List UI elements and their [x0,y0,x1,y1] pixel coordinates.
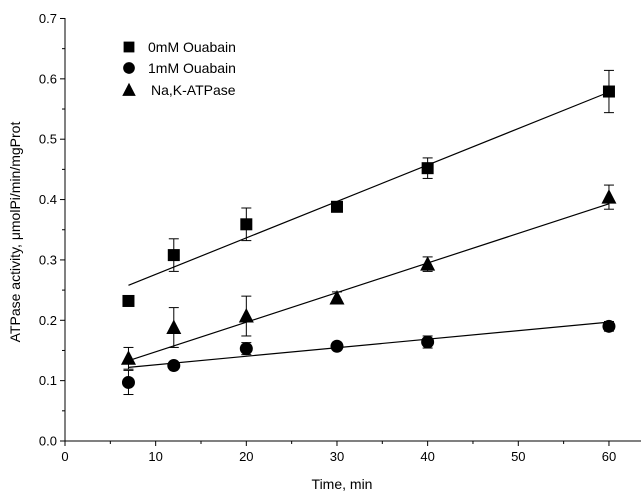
legend-label-0mm-ouabain: 0mM Ouabain [148,39,236,55]
legend-markers [122,41,136,96]
data-point-0mm-ouabain [421,162,434,175]
data-point-na-k-atpase [120,350,136,365]
x-tick-label: 60 [602,449,616,464]
y-tick-label: 0.0 [39,434,57,449]
legend-marker-0mm-ouabain [123,41,135,53]
fit-lines [128,91,610,368]
legend-marker-na-k-atpase [122,82,136,96]
data-point-1mm-ouabain [121,375,135,389]
data-point-1mm-ouabain [330,339,344,353]
x-tick-label: 20 [239,449,253,464]
data-point-0mm-ouabain [240,218,253,231]
data-markers [120,85,617,389]
fit-line-na-k-atpase [128,203,610,362]
data-point-na-k-atpase [238,308,254,323]
data-point-1mm-ouabain [239,342,253,356]
x-tick-label: 40 [420,449,434,464]
legend-label-1mm-ouabain: 1mM Ouabain [148,60,236,76]
data-point-1mm-ouabain [602,319,616,333]
data-point-0mm-ouabain [167,249,180,262]
y-tick-label: 0.6 [39,71,57,86]
x-tick-label: 30 [330,449,344,464]
y-tick-label: 0.2 [39,313,57,328]
error-bars [123,69,614,396]
data-point-0mm-ouabain [602,85,615,98]
x-tick-label: 10 [148,449,162,464]
y-tick-label: 0.5 [39,132,57,147]
y-axis-title: ATPase activity, μmolPi/min/mgProt [7,122,23,343]
data-point-0mm-ouabain [330,200,343,213]
x-tick-label: 0 [61,449,68,464]
data-point-na-k-atpase [329,289,345,305]
data-point-na-k-atpase [166,319,182,335]
axis-ticks: 0 10 20 30 40 50 60 0.0 0.1 0.2 0.3 0.4 0.5 0.6 0.7 [39,11,616,464]
legend-marker-1mm-ouabain [123,62,135,74]
y-tick-label: 0.1 [39,373,57,388]
legend: 0mM Ouabain 1mM Ouabain Na,K-ATPase [122,39,236,98]
x-axis-title: Time, min [312,476,373,492]
fit-line-1mm-ouabain [128,321,610,368]
data-point-1mm-ouabain [167,359,181,373]
x-tick-label: 50 [511,449,525,464]
legend-label-na-k-atpase: Na,K-ATPase [151,82,236,98]
fit-line-0mm-ouabain [128,91,610,286]
data-point-0mm-ouabain [122,294,135,307]
data-point-1mm-ouabain [421,335,435,349]
y-tick-label: 0.7 [39,11,57,26]
data-point-na-k-atpase [601,189,617,204]
data-point-na-k-atpase [420,256,436,271]
y-tick-label: 0.3 [39,252,57,267]
y-tick-label: 0.4 [39,192,57,207]
